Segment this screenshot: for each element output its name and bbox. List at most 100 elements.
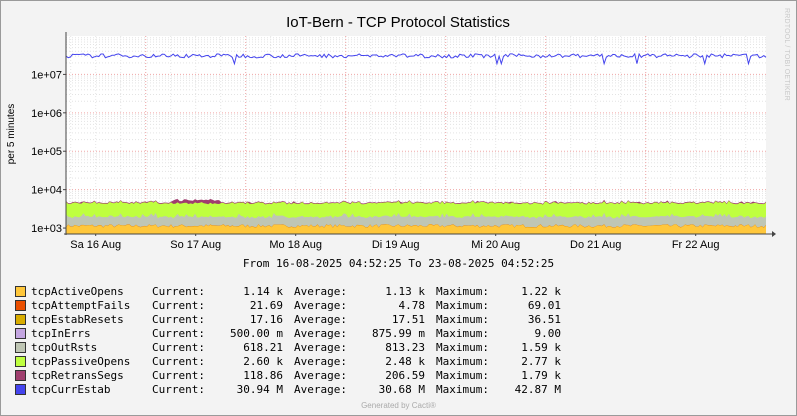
legend-current-label: Current:: [152, 284, 205, 298]
y-tick-label: 1e+04: [31, 185, 62, 197]
x-tick-label: Mo 18 Aug: [269, 239, 322, 251]
legend-swatch: [15, 285, 26, 297]
legend-series-name: tcpInErrs: [31, 326, 91, 340]
legend-current-value: 21.69: [249, 298, 283, 312]
legend-maximum-label: Maximum:: [436, 326, 489, 340]
legend-average: Average: 875.99 m: [294, 327, 436, 340]
legend-current-value: 118.86: [243, 368, 283, 382]
legend: tcpActiveOpens Current: 1.14 k Average: 1.13…: [14, 284, 561, 396]
legend-average-label: Average:: [294, 298, 347, 312]
legend-maximum-value: 1.79 k: [521, 368, 561, 382]
legend-average: Average: 30.68 M: [294, 383, 436, 396]
legend-maximum: Maximum: 1.22 k: [436, 285, 561, 298]
legend-maximum-value: 9.00: [534, 326, 561, 340]
y-tick-label: 1e+05: [31, 146, 62, 158]
legend-average-value: 875.99 m: [372, 326, 425, 340]
legend-maximum-value: 42.87 M: [514, 382, 561, 396]
legend-average-value: 2.48 k: [385, 354, 425, 368]
x-tick-label: Fr 22 Aug: [672, 239, 720, 251]
legend-current-label: Current:: [152, 312, 205, 326]
legend-maximum: Maximum: 9.00: [436, 327, 561, 340]
legend-maximum: Maximum: 2.77 k: [436, 355, 561, 368]
legend-current-label: Current:: [152, 340, 205, 354]
legend-item-tcpRetransSegs: tcpRetransSegs Current: 118.86 Average: 206.…: [14, 368, 561, 382]
legend-series-name: tcpPassiveOpens: [31, 354, 131, 368]
legend-maximum-label: Maximum:: [436, 354, 489, 368]
legend-average-value: 813.23: [385, 340, 425, 354]
legend-maximum-label: Maximum:: [436, 284, 489, 298]
legend-current-label: Current:: [152, 326, 205, 340]
legend-item-tcpPassiveOpens: tcpPassiveOpens Current: 2.60 k Average: 2.4…: [14, 354, 561, 368]
y-tick-label: 1e+03: [31, 223, 62, 235]
legend-maximum-label: Maximum:: [436, 298, 489, 312]
legend-current-label: Current:: [152, 354, 205, 368]
legend-maximum: Maximum: 36.51: [436, 313, 561, 326]
legend-current-value: 2.60 k: [243, 354, 283, 368]
grid: [66, 36, 766, 235]
rrdtool-watermark: RRDTOOL / TOBI OETIKER: [783, 8, 790, 101]
legend-current-value: 30.94 M: [236, 382, 283, 396]
legend-average-label: Average:: [294, 284, 347, 298]
legend-average-label: Average:: [294, 340, 347, 354]
footer-generated-by: Generated by Cacti®: [361, 401, 436, 410]
legend-maximum-label: Maximum:: [436, 368, 489, 382]
y-tick-label: 1e+06: [31, 108, 62, 120]
legend-item-tcpActiveOpens: tcpActiveOpens Current: 1.14 k Average: 1.13…: [14, 284, 561, 298]
legend-current-value: 618.21: [243, 340, 283, 354]
legend-maximum-value: 69.01: [527, 298, 561, 312]
legend-maximum-label: Maximum:: [436, 312, 489, 326]
x-tick-label: Di 19 Aug: [372, 239, 420, 251]
legend-maximum: Maximum: 69.01: [436, 299, 561, 312]
y-tick-label: 1e+07: [31, 69, 62, 81]
legend-maximum-value: 36.51: [527, 312, 561, 326]
legend-current: Current: 30.94 M: [152, 383, 294, 396]
legend-item-tcpInErrs: tcpInErrs Current: 500.00 m Average: 875.99 …: [14, 326, 561, 340]
legend-maximum-label: Maximum:: [436, 340, 489, 354]
legend-maximum-value: 2.77 k: [521, 354, 561, 368]
legend-average-label: Average:: [294, 312, 347, 326]
data-series: [65, 52, 767, 234]
legend-swatch: [15, 383, 26, 395]
legend-maximum: Maximum: 1.59 k: [436, 341, 561, 354]
x-tick-label: So 17 Aug: [170, 239, 221, 251]
legend-swatch: [15, 313, 26, 325]
legend-current: Current: 618.21: [152, 341, 294, 354]
legend-maximum: Maximum: 1.79 k: [436, 369, 561, 382]
y-axis-label: per 5 minutes: [6, 104, 17, 165]
area-tcpActiveOpens: [66, 224, 766, 234]
legend-series-name: tcpRetransSegs: [31, 368, 124, 382]
legend-series-name: tcpOutRsts: [31, 340, 98, 354]
x-axis-arrow: [772, 231, 776, 237]
legend-average: Average: 1.13 k: [294, 285, 436, 298]
legend-item-tcpAttemptFails: tcpAttemptFails Current: 21.69 Average: 4.78…: [14, 298, 561, 312]
x-tick-label: Mi 20 Aug: [471, 239, 520, 251]
chart-title: IoT-Bern - TCP Protocol Statistics: [286, 14, 510, 31]
legend-average-label: Average:: [294, 368, 347, 382]
legend-average: Average: 206.59: [294, 369, 436, 382]
legend-average-label: Average:: [294, 382, 347, 396]
legend-current: Current: 2.60 k: [152, 355, 294, 368]
legend-item-tcpEstabResets: tcpEstabResets Current: 17.16 Average: 17.51…: [14, 312, 561, 326]
legend-series-name: tcpEstabResets: [31, 312, 124, 326]
x-tick-label: Sa 16 Aug: [70, 239, 121, 251]
line-tcpCurrEstab: [65, 52, 767, 66]
legend-average-value: 30.68 M: [378, 382, 425, 396]
legend-current: Current: 500.00 m: [152, 327, 294, 340]
legend-average-value: 1.13 k: [385, 284, 425, 298]
legend-current: Current: 1.14 k: [152, 285, 294, 298]
legend-swatch: [15, 341, 26, 353]
legend-current: Current: 21.69: [152, 299, 294, 312]
legend-average: Average: 813.23: [294, 341, 436, 354]
legend-current: Current: 17.16: [152, 313, 294, 326]
legend-maximum-value: 1.59 k: [521, 340, 561, 354]
legend-item-tcpOutRsts: tcpOutRsts Current: 618.21 Average: 813.23 Ma…: [14, 340, 561, 354]
legend-average-value: 4.78: [398, 298, 425, 312]
legend-swatch: [15, 369, 26, 381]
axes: 1e+03 1e+04 1e+05 1e+06 1e+07 Sa 16 Aug So 17 …: [31, 32, 776, 251]
legend-current-label: Current:: [152, 298, 205, 312]
legend-item-tcpCurrEstab: tcpCurrEstab Current: 30.94 M Average: 30.68…: [14, 382, 561, 396]
legend-current-value: 17.16: [249, 312, 283, 326]
legend-average: Average: 4.78: [294, 299, 436, 312]
legend-current-label: Current:: [152, 382, 205, 396]
